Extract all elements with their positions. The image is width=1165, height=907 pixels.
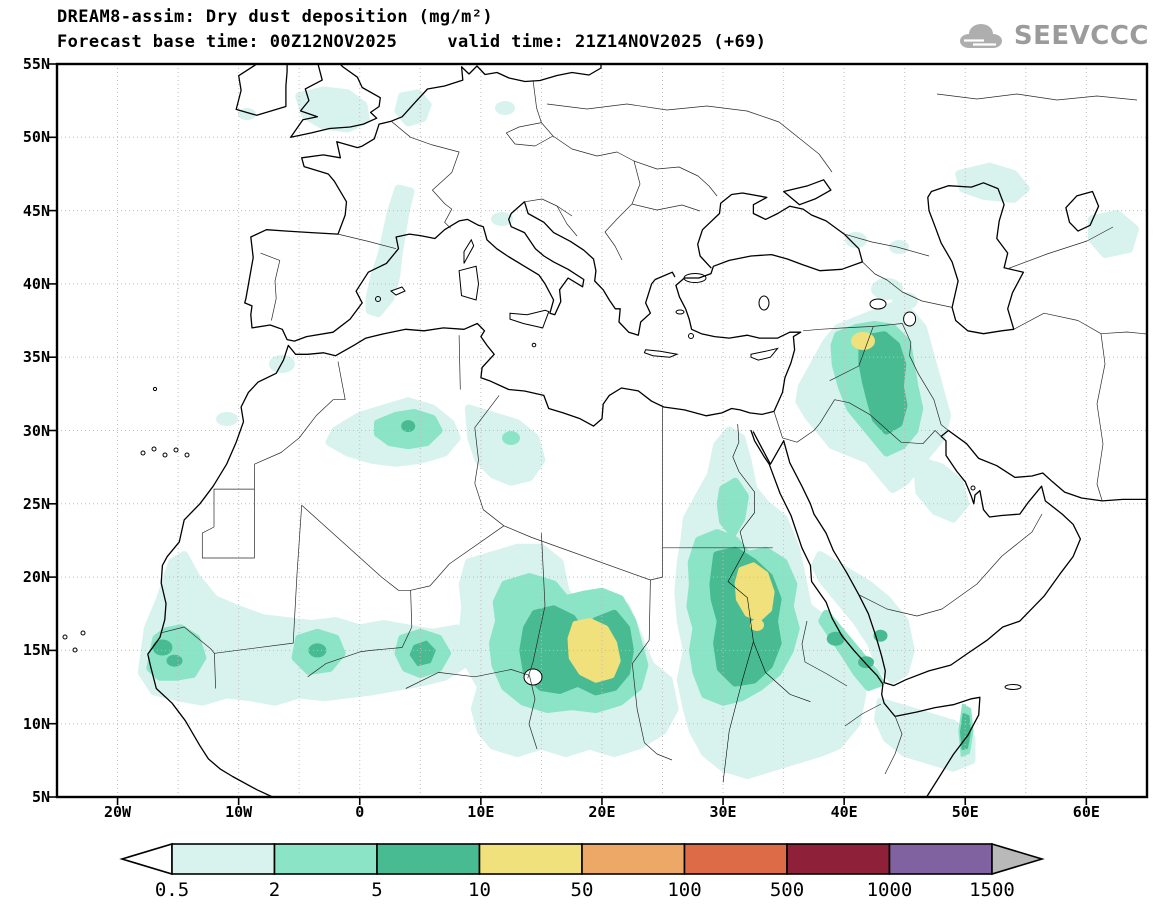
y-axis-label: 30N xyxy=(22,421,50,440)
y-axis-label: 10N xyxy=(22,714,50,733)
colorbar-segment xyxy=(171,843,276,875)
colorbar: 0.5 2 5 10 50 100 500 1000 1500 xyxy=(119,842,1045,901)
lakes xyxy=(523,295,917,686)
colorbar-segment xyxy=(888,843,993,875)
x-axis-label: 20W xyxy=(104,803,132,821)
colorbar-tick-label: 0.5 xyxy=(155,879,189,901)
forecast-base-time: Forecast base time: 00Z12NOV2025 xyxy=(57,32,398,52)
colorbar-underflow-arrow xyxy=(119,842,173,876)
colorbar-segment xyxy=(786,843,891,875)
x-axis-label: 60E xyxy=(1072,803,1100,821)
y-axis-label: 15N xyxy=(22,641,50,660)
colorbar-tick-label: 50 xyxy=(571,879,594,901)
y-axis-label: 50N xyxy=(22,128,50,147)
colorbar-tick-label: 10 xyxy=(468,879,491,901)
valid-time: valid time: 21Z14NOV2025 (+69) xyxy=(447,32,767,52)
y-axis-label: 45N xyxy=(22,201,50,220)
colorbar-tick-label: 100 xyxy=(667,879,701,901)
y-axis-label: 20N xyxy=(22,568,50,587)
y-axis-label: 35N xyxy=(22,348,50,367)
nile-river xyxy=(722,423,811,783)
logo-text: SEEVCCC xyxy=(1013,21,1149,51)
dust-layer-10-50 xyxy=(567,332,875,683)
x-axis-label: 20E xyxy=(588,803,616,821)
colorbar-tick-label: 1500 xyxy=(969,879,1015,901)
map-title: DREAM8-assim: Dry dust deposition (mg/m²… xyxy=(57,7,494,27)
y-axis-label: 5N xyxy=(31,788,50,806)
map-subtitle: Forecast base time: 00Z12NOV2025 valid ti… xyxy=(57,32,766,52)
x-axis-label: 40E xyxy=(830,803,858,821)
y-axis-label: 40N xyxy=(22,274,50,293)
map-canvas xyxy=(49,62,1149,805)
x-axis-label: 0 xyxy=(355,803,365,821)
axis-ticks xyxy=(49,63,1088,805)
colorbar-segment xyxy=(273,843,378,875)
x-axis-label: 10E xyxy=(467,803,495,821)
x-axis-label: 50E xyxy=(951,803,979,821)
islands xyxy=(62,238,1022,690)
colorbar-segment xyxy=(376,843,481,875)
colorbar-tick-label: 2 xyxy=(269,879,280,901)
y-axis-label: 25N xyxy=(22,494,50,513)
coastlines xyxy=(147,64,1147,797)
colorbar-overflow-arrow xyxy=(991,842,1045,876)
x-axis-label: 30E xyxy=(709,803,737,821)
map-frame xyxy=(55,62,1149,799)
colorbar-segment xyxy=(683,843,788,875)
seevccc-logo: SEEVCCC xyxy=(953,20,1149,52)
colorbar-tick-label: 1000 xyxy=(867,879,913,901)
colorbar-tick-label: 500 xyxy=(770,879,804,901)
colorbar-tick-label: 5 xyxy=(371,879,382,901)
y-axis-label: 55N xyxy=(22,55,50,73)
graticule xyxy=(57,64,1147,797)
colorbar-segment xyxy=(581,843,686,875)
cloud-icon xyxy=(959,24,1002,48)
country-borders xyxy=(161,80,1147,775)
x-axis-label: 10W xyxy=(225,803,253,821)
colorbar-segment xyxy=(478,843,583,875)
